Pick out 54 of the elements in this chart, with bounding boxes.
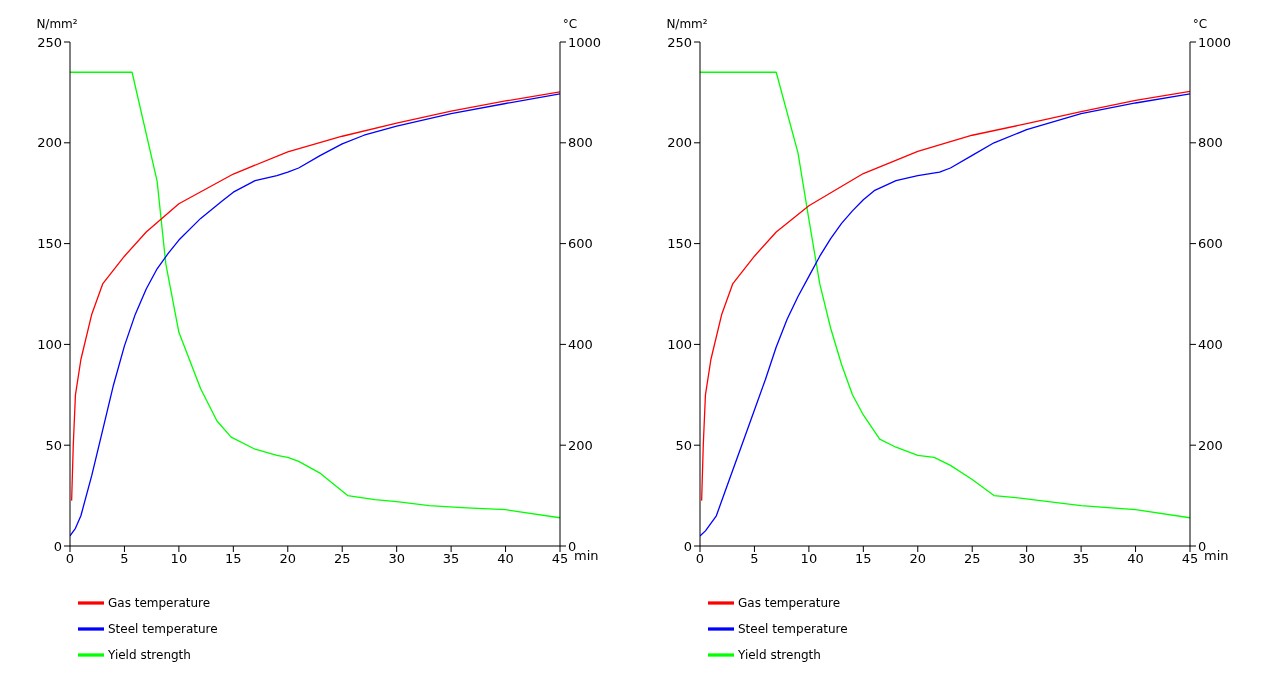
y2-tick-label: 600 bbox=[568, 236, 593, 252]
y2-tick-label: 0 bbox=[568, 538, 577, 554]
legend-label: Yield strength bbox=[738, 647, 821, 662]
y-tick-label: 200 bbox=[667, 135, 692, 151]
x-tick-label: 25 bbox=[963, 551, 981, 567]
y2-tick-label: 200 bbox=[568, 437, 593, 453]
x-tick-label: 20 bbox=[909, 551, 927, 567]
x-tick-label: 40 bbox=[1127, 551, 1144, 567]
y-axis-title: N/mm² bbox=[36, 17, 78, 31]
x-tick-label: 15 bbox=[225, 551, 242, 567]
y-tick-label: 50 bbox=[675, 437, 692, 453]
x-tick-label: 35 bbox=[442, 551, 460, 567]
y2-axis-title: °C bbox=[562, 17, 578, 31]
y2-axis-title: °C bbox=[1192, 17, 1208, 31]
x-tick-label: 40 bbox=[497, 551, 514, 567]
y2-tick-label: 1000 bbox=[1198, 34, 1232, 50]
x-tick-label: 25 bbox=[333, 551, 351, 567]
legend-label: Gas temperature bbox=[108, 595, 211, 610]
y2-tick-label: 800 bbox=[568, 135, 593, 151]
y-tick-label: 200 bbox=[37, 135, 62, 151]
x-tick-label: 5 bbox=[750, 551, 759, 567]
y-tick-label: 250 bbox=[37, 34, 62, 50]
x-tick-label: 15 bbox=[855, 551, 872, 567]
y2-tick-label: 600 bbox=[1198, 236, 1223, 252]
legend-label: Steel temperature bbox=[108, 621, 218, 636]
x-tick-label: 0 bbox=[695, 551, 705, 567]
legend-label: Gas temperature bbox=[738, 595, 841, 610]
y2-tick-label: 800 bbox=[1198, 135, 1223, 151]
y2-tick-label: 400 bbox=[568, 337, 593, 353]
x-tick-label: 10 bbox=[170, 551, 188, 567]
x-tick-label: 45 bbox=[1181, 551, 1199, 567]
y2-tick-label: 0 bbox=[1198, 538, 1207, 554]
y-tick-label: 0 bbox=[53, 538, 62, 554]
y2-tick-label: 1000 bbox=[568, 34, 602, 50]
x-tick-label: 5 bbox=[120, 551, 129, 567]
y2-tick-label: 400 bbox=[1198, 337, 1223, 353]
x-tick-label: 35 bbox=[1072, 551, 1090, 567]
x-tick-label: 45 bbox=[551, 551, 569, 567]
y-tick-label: 250 bbox=[667, 34, 692, 50]
y2-tick-label: 200 bbox=[1198, 437, 1223, 453]
legend-label: Steel temperature bbox=[738, 621, 848, 636]
y-tick-label: 100 bbox=[667, 337, 692, 353]
x-tick-label: 20 bbox=[279, 551, 297, 567]
x-tick-label: 30 bbox=[1018, 551, 1035, 567]
y-tick-label: 150 bbox=[37, 236, 62, 252]
y-tick-label: 100 bbox=[37, 337, 62, 353]
y-tick-label: 150 bbox=[667, 236, 692, 252]
legend-label: Yield strength bbox=[108, 647, 191, 662]
x-tick-label: 10 bbox=[800, 551, 818, 567]
y-tick-label: 50 bbox=[45, 437, 62, 453]
x-tick-label: 30 bbox=[388, 551, 405, 567]
y-axis-title: N/mm² bbox=[666, 17, 708, 31]
y-tick-label: 0 bbox=[683, 538, 692, 554]
x-tick-label: 0 bbox=[65, 551, 75, 567]
